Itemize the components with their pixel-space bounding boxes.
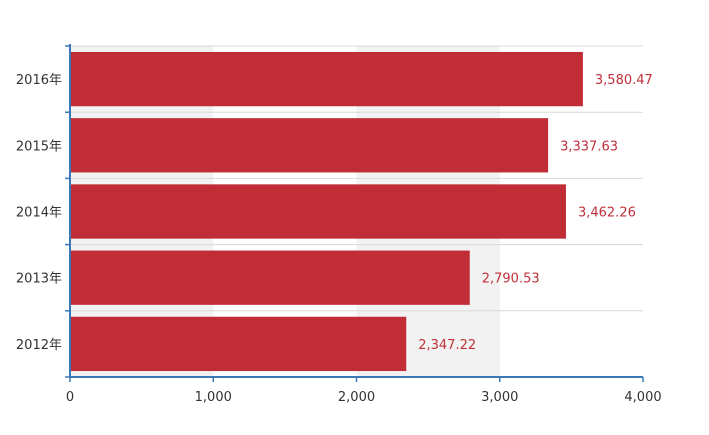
value-labels: 3,580.47 3,337.63 3,462.26 2,790.53 2,347.22 (418, 73, 653, 353)
data-label: 2,347.22 (418, 338, 476, 353)
bars (71, 51, 583, 372)
data-label: 3,462.26 (578, 206, 636, 221)
y-tick-label: 2013年 (16, 272, 62, 287)
data-label: 3,580.47 (595, 73, 653, 88)
x-tick-label: 4,000 (624, 390, 661, 405)
x-tick-label: 2,000 (338, 390, 375, 405)
bar (71, 118, 549, 173)
x-tick-label: 1,000 (195, 390, 232, 405)
y-tick-label: 2012年 (16, 338, 62, 353)
y-tick-label: 2014年 (16, 206, 62, 221)
bar (71, 184, 566, 239)
bar (71, 51, 583, 107)
x-axis: 0 1,000 2,000 3,000 4,000 (66, 376, 662, 405)
data-label: 3,337.63 (560, 139, 618, 154)
data-label: 2,790.53 (482, 272, 540, 287)
y-axis: 2016年 2015年 2014年 2013年 2012年 (16, 44, 71, 378)
bar (71, 316, 407, 372)
y-tick-label: 2016年 (16, 73, 62, 88)
x-tick-label: 0 (66, 390, 74, 405)
y-tick-label: 2015年 (16, 139, 62, 154)
x-tick-label: 3,000 (481, 390, 518, 405)
bar (71, 250, 470, 305)
